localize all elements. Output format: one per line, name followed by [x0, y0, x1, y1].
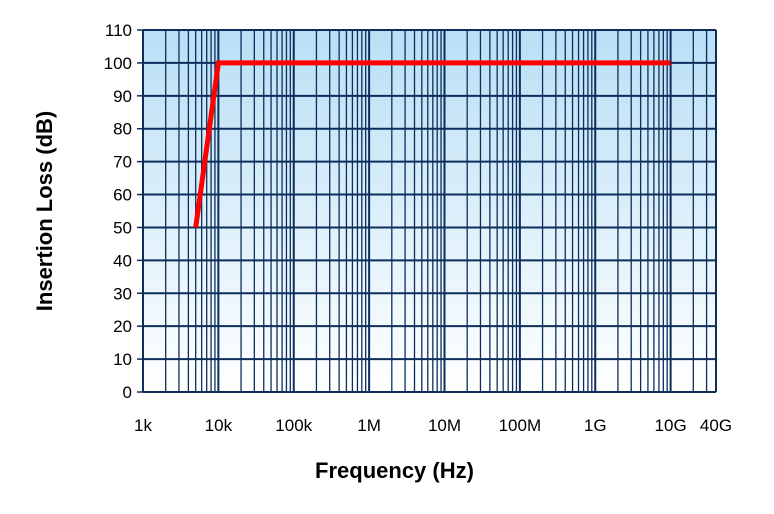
- y-tick-label: 70: [113, 153, 132, 172]
- x-tick-label: 100k: [275, 416, 312, 435]
- x-tick-label: 1M: [357, 416, 381, 435]
- series-layer: [193, 60, 671, 228]
- y-tick-label: 10: [113, 350, 132, 369]
- x-tick-labels: 1k 10k 100k 1M 10M 100M 1G 10G 40G: [134, 416, 732, 435]
- x-tick-label: 1G: [584, 416, 607, 435]
- x-tick-label: 40G: [700, 416, 732, 435]
- y-tick-label: 20: [113, 317, 132, 336]
- y-tick-label: 60: [113, 186, 132, 205]
- y-tick-label: 0: [123, 383, 132, 402]
- x-axis-title: Frequency (Hz): [315, 458, 474, 483]
- plot-area: [143, 30, 716, 392]
- y-tick-label: 40: [113, 251, 132, 270]
- x-tick-label: 10k: [205, 416, 233, 435]
- x-tick-label: 10M: [428, 416, 461, 435]
- y-tick-label: 50: [113, 218, 132, 237]
- grid-lines: [137, 29, 717, 393]
- x-tick-label: 10G: [655, 416, 687, 435]
- y-tick-label: 90: [113, 87, 132, 106]
- y-tick-label: 30: [113, 284, 132, 303]
- x-tick-label: 1k: [134, 416, 152, 435]
- y-tick-label: 100: [104, 54, 132, 73]
- y-tick-labels: 0 10 20 30 40 50 60 70 80 90 100 110: [104, 21, 132, 402]
- y-axis-title: Insertion Loss (dB): [32, 111, 57, 311]
- series-line: [193, 60, 671, 228]
- y-tick-label: 80: [113, 120, 132, 139]
- y-tick-label: 110: [105, 21, 132, 40]
- x-tick-label: 100M: [499, 416, 542, 435]
